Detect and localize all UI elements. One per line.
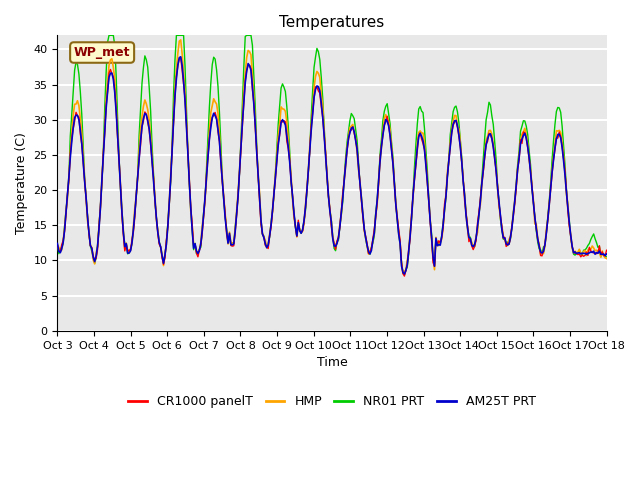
Title: Temperatures: Temperatures [279,15,385,30]
Text: WP_met: WP_met [74,46,131,59]
X-axis label: Time: Time [317,356,348,369]
Legend: CR1000 panelT, HMP, NR01 PRT, AM25T PRT: CR1000 panelT, HMP, NR01 PRT, AM25T PRT [124,390,541,413]
Y-axis label: Temperature (C): Temperature (C) [15,132,28,234]
